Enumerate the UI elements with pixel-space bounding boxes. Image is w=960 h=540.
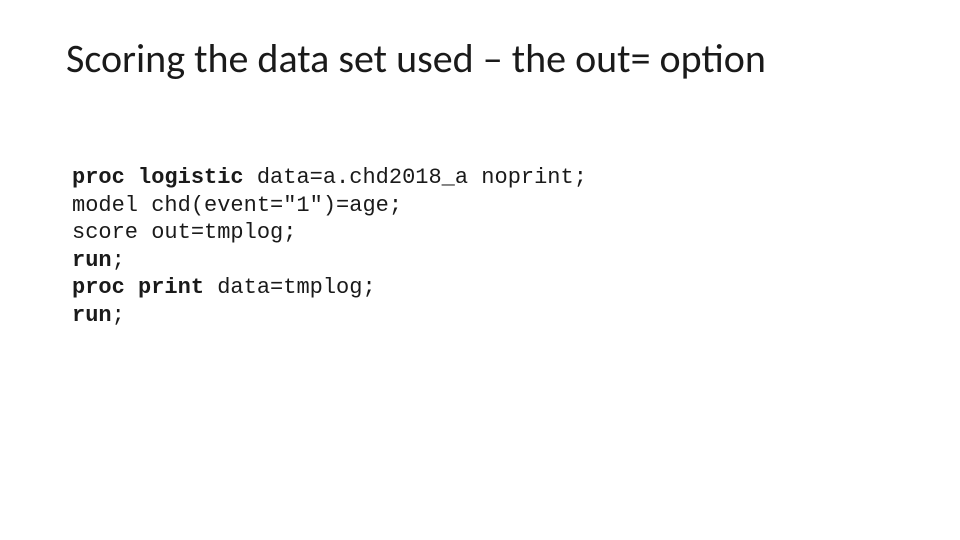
code-block: proc logistic data=a.chd2018_a noprint;m… xyxy=(72,164,587,329)
code-token: =a.chd2018_a noprint; xyxy=(310,165,587,190)
code-line: proc print data=tmplog; xyxy=(72,274,587,302)
code-token: proc xyxy=(72,165,138,190)
code-token: ; xyxy=(112,303,125,328)
code-token: =tmplog; xyxy=(270,275,376,300)
slide-title: Scoring the data set used – the out= opt… xyxy=(66,34,766,83)
code-token: "1" xyxy=(283,193,323,218)
slide: Scoring the data set used – the out= opt… xyxy=(0,0,960,540)
code-token: data xyxy=(257,165,310,190)
code-line: score out=tmplog; xyxy=(72,219,587,247)
code-line: proc logistic data=a.chd2018_a noprint; xyxy=(72,164,587,192)
code-token: run xyxy=(72,303,112,328)
code-token: data xyxy=(217,275,270,300)
code-token: logistic xyxy=(138,165,257,190)
code-line: run; xyxy=(72,247,587,275)
code-line: run; xyxy=(72,302,587,330)
code-token: model chd(event= xyxy=(72,193,283,218)
code-token: print xyxy=(138,275,217,300)
code-line: model chd(event="1")=age; xyxy=(72,192,587,220)
code-token: run xyxy=(72,248,112,273)
code-token: score out=tmplog; xyxy=(72,220,296,245)
code-token: ; xyxy=(112,248,125,273)
code-token: proc xyxy=(72,275,138,300)
code-token: )=age; xyxy=(323,193,402,218)
